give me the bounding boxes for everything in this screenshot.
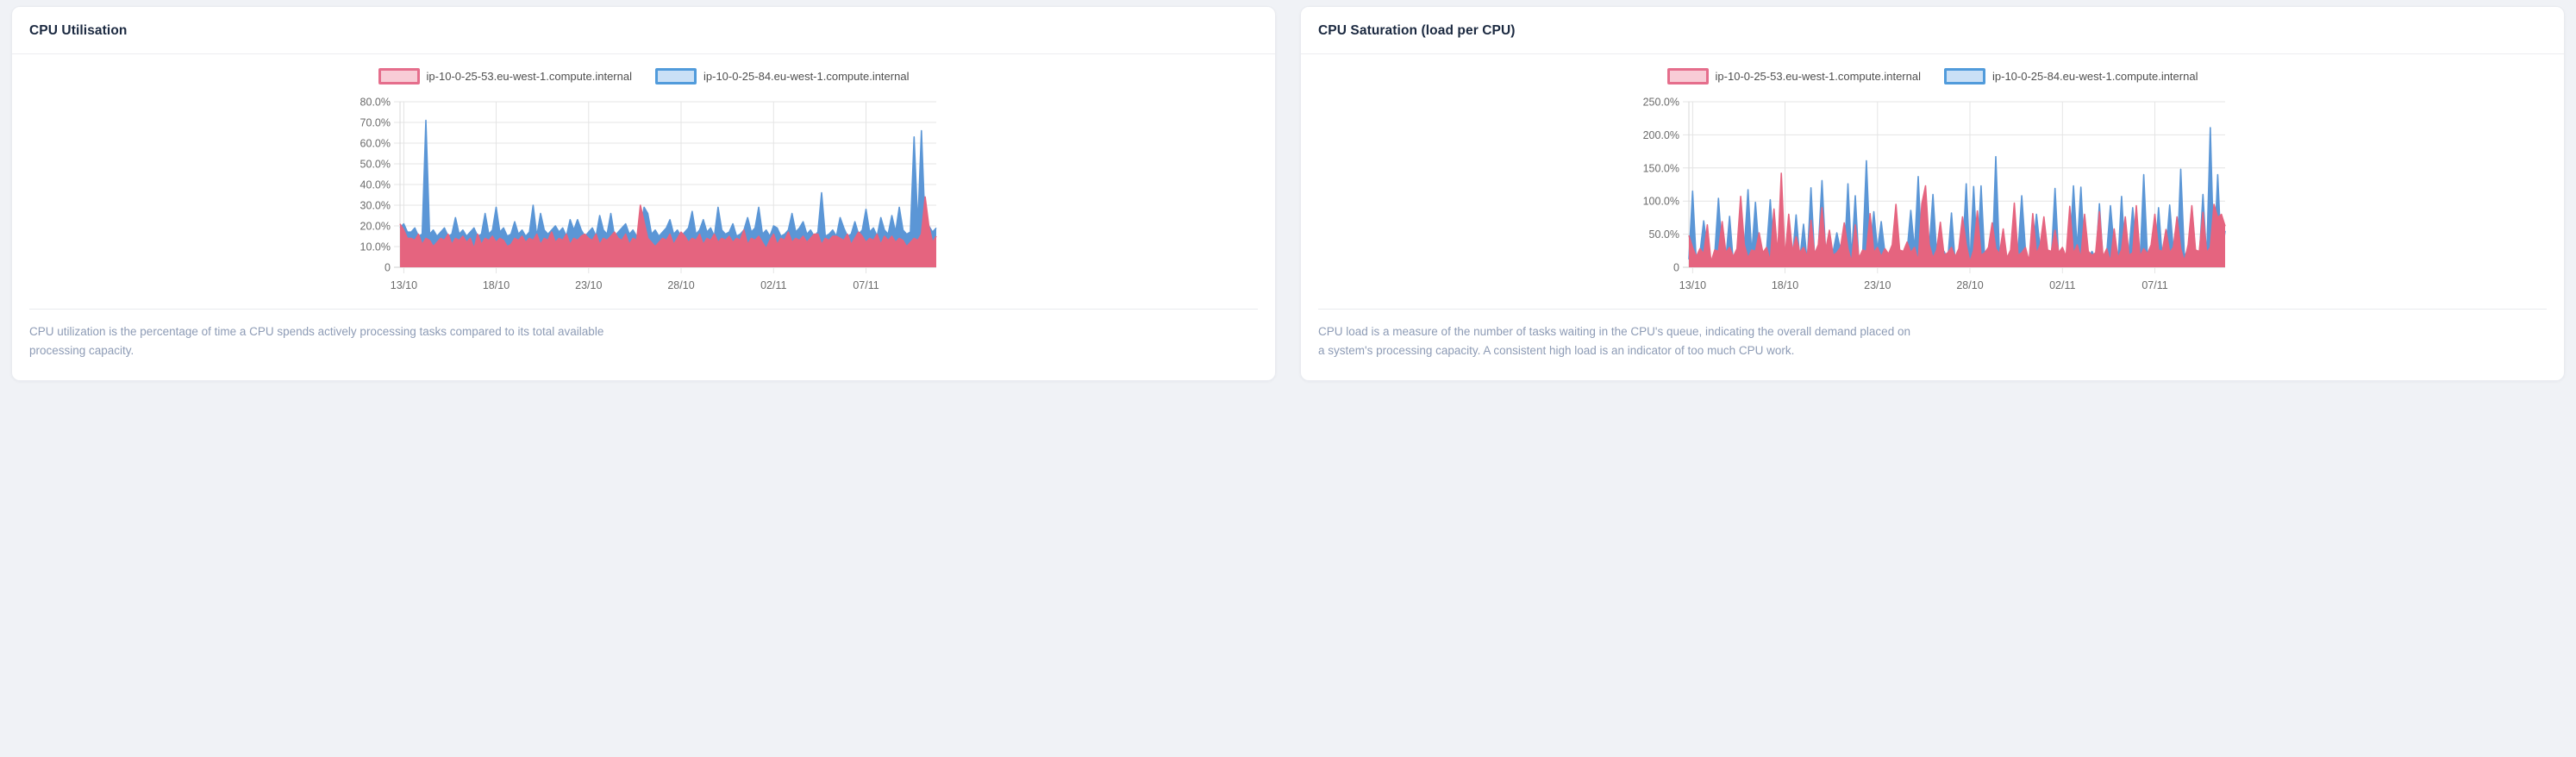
card-footer: CPU load is a measure of the number of t… (1318, 309, 2547, 380)
legend-swatch-blue (655, 68, 697, 84)
legend-item-ip-10-0-25-53[interactable]: ip-10-0-25-53.eu-west-1.compute.internal (378, 68, 632, 84)
cpu-saturation-card: CPU Saturation (load per CPU) ip-10-0-25… (1300, 6, 2565, 382)
chart-description: CPU utilization is the percentage of tim… (29, 325, 604, 357)
svg-text:10.0%: 10.0% (360, 241, 390, 253)
svg-text:0: 0 (385, 262, 391, 274)
svg-text:30.0%: 30.0% (360, 200, 390, 212)
chart-section: ip-10-0-25-53.eu-west-1.compute.internal… (1301, 54, 2564, 297)
svg-text:80.0%: 80.0% (360, 97, 390, 109)
svg-text:100.0%: 100.0% (1642, 196, 1679, 208)
svg-text:40.0%: 40.0% (360, 179, 390, 191)
svg-text:28/10: 28/10 (1956, 279, 1983, 291)
svg-text:50.0%: 50.0% (360, 159, 390, 171)
chart-description: CPU load is a measure of the number of t… (1318, 325, 1910, 357)
legend-item-ip-10-0-25-84[interactable]: ip-10-0-25-84.eu-west-1.compute.internal (655, 68, 909, 84)
legend-label: ip-10-0-25-53.eu-west-1.compute.internal (1715, 70, 1921, 83)
svg-text:18/10: 18/10 (1771, 279, 1798, 291)
svg-text:18/10: 18/10 (482, 279, 509, 291)
card-title: CPU Saturation (load per CPU) (1318, 23, 1516, 38)
card-footer: CPU utilization is the percentage of tim… (29, 309, 1258, 380)
cpu-saturation-chart[interactable]: 250.0% 200.0% 150.0% 100.0% 50.0% 0 13/10 18/10… (1313, 91, 2552, 297)
legend-label: ip-10-0-25-84.eu-west-1.compute.internal (1992, 70, 2198, 83)
svg-text:02/11: 02/11 (2049, 279, 2075, 291)
legend-label: ip-10-0-25-53.eu-west-1.compute.internal (426, 70, 632, 83)
svg-text:0: 0 (1673, 262, 1679, 274)
svg-text:70.0%: 70.0% (360, 117, 390, 129)
chart-legend: ip-10-0-25-53.eu-west-1.compute.internal… (1313, 68, 2552, 84)
legend-item-ip-10-0-25-53[interactable]: ip-10-0-25-53.eu-west-1.compute.internal (1666, 68, 1921, 84)
svg-text:50.0%: 50.0% (1648, 228, 1679, 241)
svg-text:23/10: 23/10 (1864, 279, 1891, 291)
svg-text:60.0%: 60.0% (360, 138, 390, 150)
svg-text:250.0%: 250.0% (1642, 97, 1679, 109)
svg-text:23/10: 23/10 (575, 279, 602, 291)
svg-text:13/10: 13/10 (390, 279, 416, 291)
card-title: CPU Utilisation (29, 23, 128, 38)
svg-text:20.0%: 20.0% (360, 221, 390, 233)
legend-swatch-blue (1944, 68, 1985, 84)
cpu-utilisation-card: CPU Utilisation ip-10-0-25-53.eu-west-1.… (11, 6, 1276, 382)
legend-label: ip-10-0-25-84.eu-west-1.compute.internal (703, 70, 910, 83)
svg-text:07/11: 07/11 (2141, 279, 2167, 291)
legend-swatch-red (378, 68, 420, 84)
chart-section: ip-10-0-25-53.eu-west-1.compute.internal… (12, 54, 1275, 297)
legend-swatch-red (1666, 68, 1709, 84)
svg-text:13/10: 13/10 (1679, 279, 1705, 291)
svg-text:07/11: 07/11 (853, 279, 878, 291)
legend-item-ip-10-0-25-84[interactable]: ip-10-0-25-84.eu-west-1.compute.internal (1944, 68, 2198, 84)
monitoring-dashboard: CPU Utilisation ip-10-0-25-53.eu-west-1.… (11, 6, 2565, 382)
card-header: CPU Saturation (load per CPU) (1301, 7, 2564, 54)
chart-legend: ip-10-0-25-53.eu-west-1.compute.internal… (24, 68, 1263, 84)
svg-text:28/10: 28/10 (667, 279, 694, 291)
svg-text:02/11: 02/11 (760, 279, 786, 291)
card-header: CPU Utilisation (12, 7, 1275, 54)
cpu-utilisation-chart[interactable]: 80.0% 70.0% 60.0% 50.0% 40.0% 30.0% 20.0% 10.0%… (24, 91, 1263, 297)
svg-text:150.0%: 150.0% (1642, 162, 1679, 174)
svg-text:200.0%: 200.0% (1642, 129, 1679, 141)
